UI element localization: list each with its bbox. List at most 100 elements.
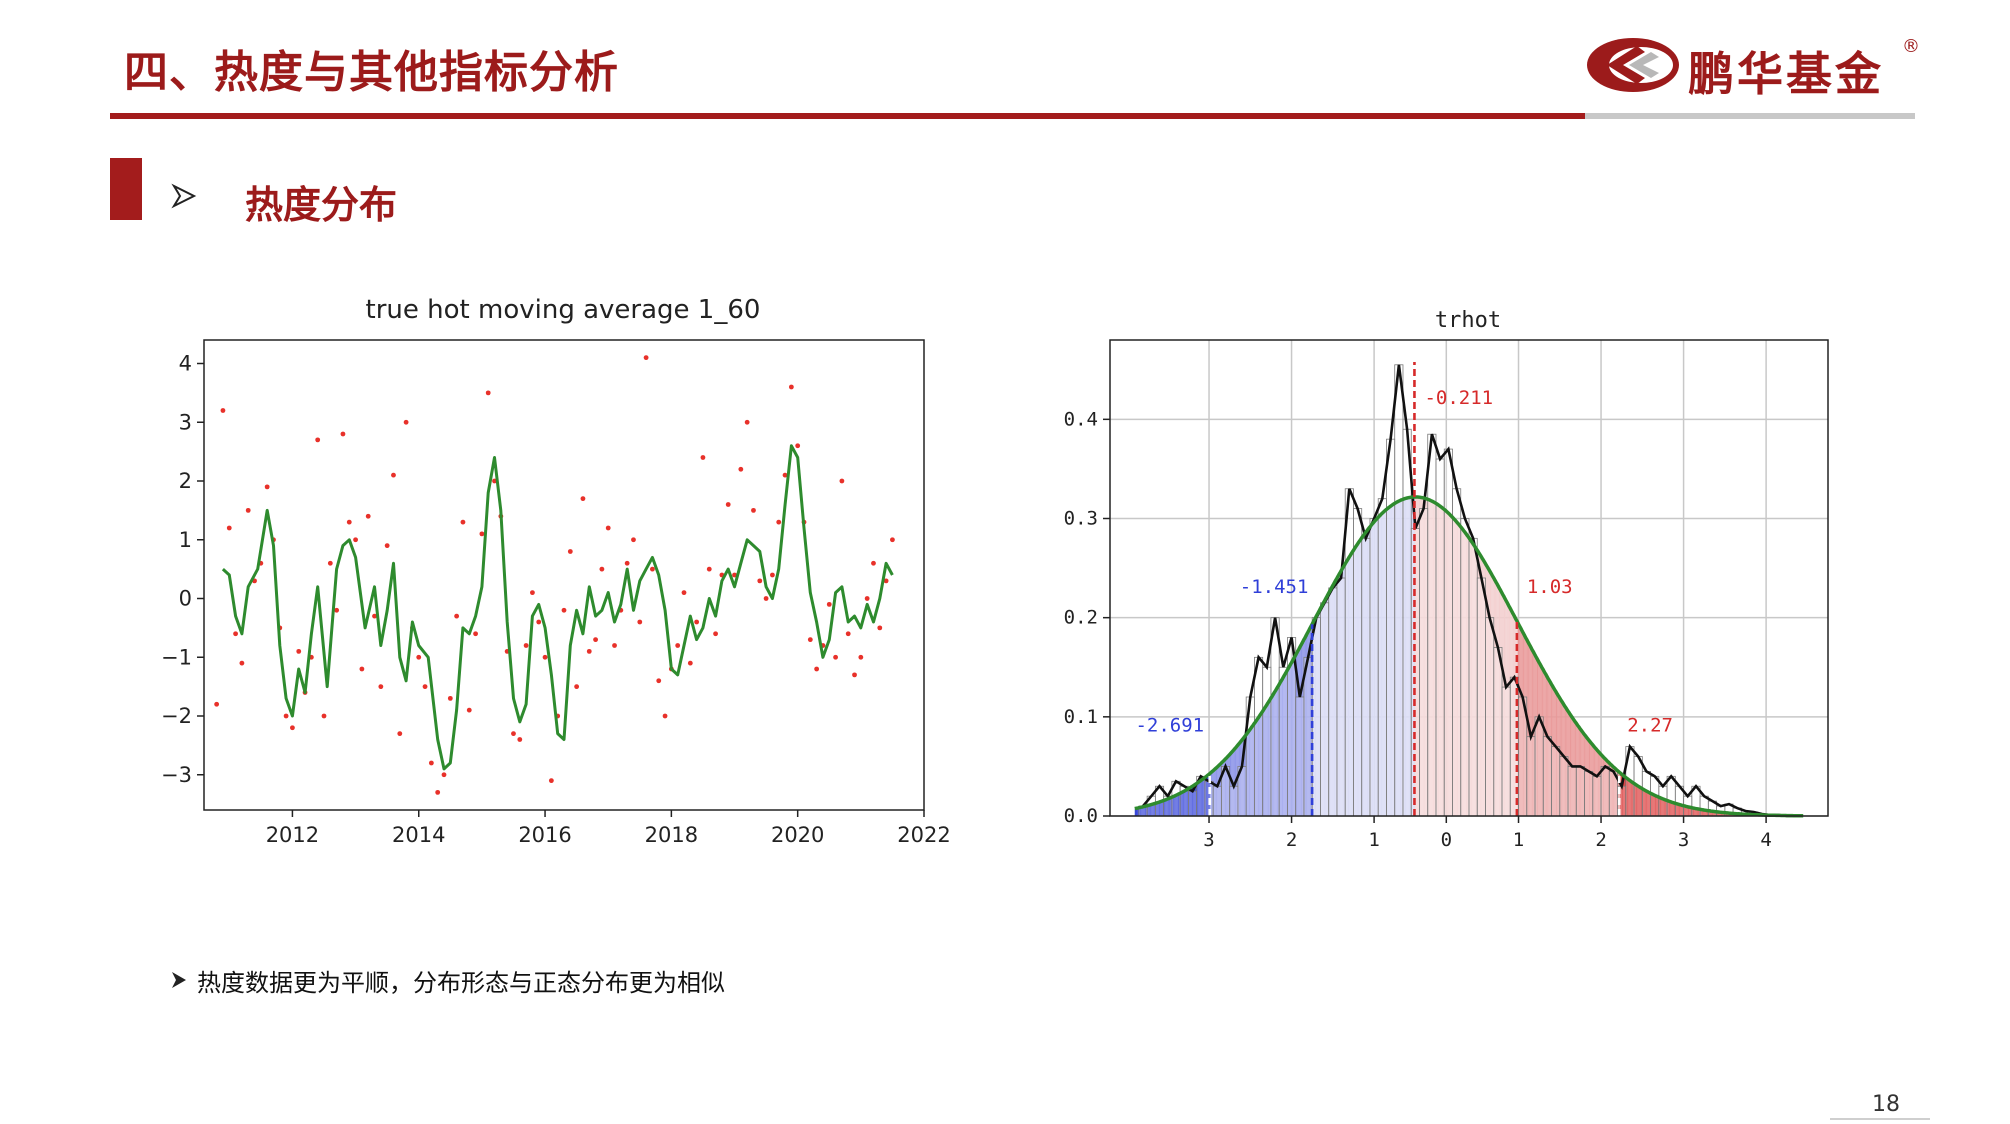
histogram-bar bbox=[1443, 448, 1453, 817]
density-area bbox=[1643, 789, 1645, 816]
density-area bbox=[1668, 801, 1670, 816]
density-area bbox=[1165, 799, 1167, 816]
density-area bbox=[1199, 780, 1201, 816]
density-area bbox=[1648, 792, 1650, 816]
scatter-point bbox=[340, 431, 346, 437]
density-area bbox=[1167, 798, 1169, 816]
density-area bbox=[1629, 780, 1631, 816]
density-area bbox=[1160, 801, 1162, 816]
scatter-point bbox=[542, 654, 548, 660]
density-area bbox=[1230, 752, 1232, 816]
density-area bbox=[1176, 794, 1177, 816]
density-area bbox=[1429, 499, 1431, 816]
density-area bbox=[1678, 804, 1680, 816]
quantile-label: 2.27 bbox=[1627, 715, 1673, 737]
density-area bbox=[1458, 523, 1460, 816]
scatter-point bbox=[738, 466, 744, 472]
histogram-bar bbox=[1278, 666, 1288, 817]
density-area bbox=[1304, 636, 1306, 816]
x-tick-label: 2016 bbox=[518, 823, 571, 847]
density-area bbox=[1363, 534, 1365, 816]
density-area bbox=[1431, 500, 1432, 816]
scatter-point bbox=[795, 443, 801, 449]
density-area bbox=[1338, 573, 1340, 816]
density-area bbox=[1252, 724, 1254, 816]
density-area bbox=[1403, 498, 1405, 816]
density-area bbox=[1492, 575, 1493, 816]
density-area bbox=[1506, 600, 1507, 816]
histogram-bar bbox=[1386, 438, 1396, 817]
density-area bbox=[1395, 502, 1397, 816]
histogram-bar bbox=[1328, 587, 1338, 817]
density-area bbox=[1401, 499, 1403, 816]
density-area bbox=[1136, 808, 1138, 816]
density-area bbox=[1545, 674, 1547, 816]
scatter-point bbox=[233, 631, 238, 637]
scatter-point bbox=[346, 519, 352, 525]
scatter-point bbox=[441, 772, 447, 778]
density-area bbox=[1351, 551, 1353, 816]
density-area bbox=[1681, 805, 1682, 816]
density-area bbox=[1581, 730, 1583, 816]
density-area bbox=[1168, 798, 1170, 816]
scatter-point bbox=[334, 607, 340, 613]
density-area bbox=[1356, 543, 1358, 816]
scatter-point bbox=[586, 648, 592, 654]
density-area bbox=[1180, 792, 1182, 816]
density-area bbox=[1175, 795, 1177, 816]
density-area bbox=[1359, 540, 1361, 816]
density-area bbox=[1217, 766, 1219, 816]
density-area bbox=[1487, 567, 1489, 816]
density-area bbox=[1256, 719, 1257, 816]
density-area bbox=[1174, 795, 1176, 816]
y-tick-label: 1 bbox=[179, 528, 192, 552]
density-area bbox=[1398, 501, 1399, 816]
density-area bbox=[1511, 610, 1512, 816]
scatter-point bbox=[612, 643, 617, 648]
density-area bbox=[1151, 804, 1153, 816]
density-area bbox=[1247, 731, 1249, 816]
density-area bbox=[1613, 766, 1615, 816]
density-area bbox=[1423, 497, 1425, 816]
density-area bbox=[1585, 735, 1587, 816]
density-area bbox=[1442, 508, 1444, 816]
density-area bbox=[1238, 743, 1240, 816]
histogram-bar bbox=[1394, 364, 1404, 817]
density-area bbox=[1539, 663, 1541, 816]
density-area bbox=[1611, 765, 1613, 816]
density-area bbox=[1334, 581, 1336, 816]
density-area bbox=[1450, 515, 1452, 816]
density-area bbox=[1170, 797, 1172, 816]
density-area bbox=[1208, 774, 1210, 816]
density-area bbox=[1396, 501, 1398, 816]
histogram-bar bbox=[1262, 666, 1272, 817]
density-area bbox=[1150, 804, 1152, 816]
density-area bbox=[1511, 611, 1513, 816]
scatter-point bbox=[239, 660, 245, 666]
x-tick-label: 1 bbox=[1368, 829, 1379, 851]
density-area bbox=[1602, 756, 1604, 816]
scatter-point bbox=[871, 560, 876, 566]
scatter-point bbox=[883, 578, 889, 584]
density-area bbox=[1296, 651, 1298, 816]
density-area bbox=[1676, 803, 1677, 816]
registered-mark: ® bbox=[1902, 36, 1920, 57]
brand-name: 鹏华基金 bbox=[1688, 47, 1884, 101]
density-area bbox=[1318, 610, 1320, 816]
density-area bbox=[1376, 518, 1378, 816]
histogram-bar bbox=[1551, 746, 1561, 817]
histogram-bar bbox=[1435, 458, 1445, 817]
density-area bbox=[1587, 737, 1588, 816]
histogram-bar bbox=[1212, 785, 1222, 817]
x-tick-label: 3 bbox=[1203, 829, 1214, 851]
density-area bbox=[1661, 798, 1663, 816]
density-area bbox=[1459, 524, 1460, 816]
density-area bbox=[1634, 784, 1636, 816]
density-area bbox=[1599, 752, 1601, 816]
density-area bbox=[1606, 760, 1608, 816]
header-rule-red bbox=[110, 113, 1585, 119]
density-area bbox=[1256, 718, 1258, 816]
density-area bbox=[1382, 512, 1384, 816]
density-area bbox=[1152, 803, 1154, 816]
density-area bbox=[1416, 496, 1418, 816]
